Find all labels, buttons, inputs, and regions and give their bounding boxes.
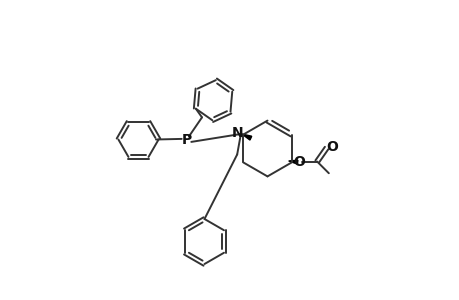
Text: P: P [181,133,191,146]
Text: N: N [232,126,243,140]
Polygon shape [241,134,251,140]
Polygon shape [288,160,297,164]
Text: O: O [292,154,304,169]
Text: O: O [325,140,337,154]
